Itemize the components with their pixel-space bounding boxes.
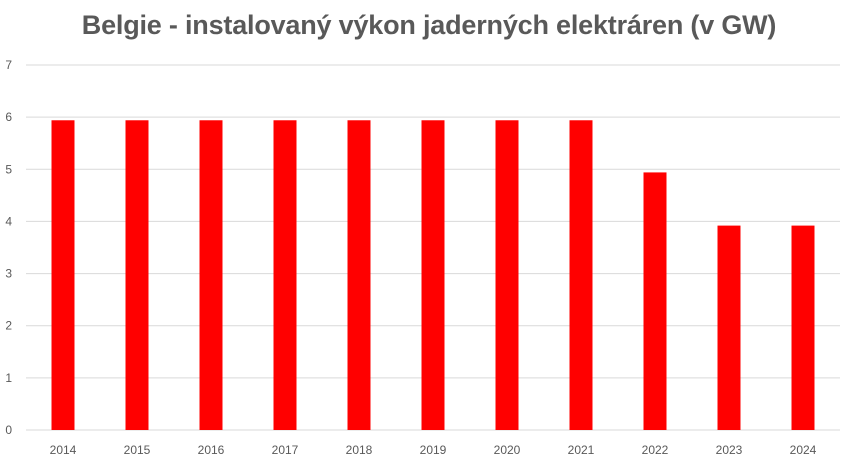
x-tick-label-2020: 2020 (494, 443, 521, 457)
y-tick-label-1: 1 (5, 371, 12, 385)
bars (51, 120, 815, 431)
x-tick-label-2022: 2022 (642, 443, 669, 457)
bar-2019 (421, 120, 445, 431)
chart-title: Belgie - instalovaný výkon jaderných ele… (81, 10, 777, 40)
bar-2014 (51, 120, 75, 431)
bar-2021 (569, 120, 593, 431)
x-axis-tick-labels: 2014 2015 2016 2017 2018 2019 2020 2021 2022 2023… (50, 443, 817, 457)
bar-2024 (791, 225, 815, 430)
y-tick-label-0: 0 (5, 423, 12, 437)
x-tick-label-2018: 2018 (346, 443, 373, 457)
x-tick-label-2014: 2014 (50, 443, 77, 457)
x-tick-label-2017: 2017 (272, 443, 299, 457)
bar-2023 (717, 225, 741, 430)
bar-2015 (125, 120, 149, 431)
bar-2018 (347, 120, 371, 431)
x-tick-label-2023: 2023 (716, 443, 743, 457)
y-axis-tick-labels: 0 1 2 3 4 5 6 7 (5, 58, 12, 437)
y-tick-label-6: 6 (5, 110, 12, 124)
bar-2020 (495, 120, 519, 431)
x-tick-label-2016: 2016 (198, 443, 225, 457)
y-tick-label-4: 4 (5, 214, 12, 228)
y-tick-label-5: 5 (5, 162, 12, 176)
y-tick-label-3: 3 (5, 267, 12, 281)
x-tick-label-2024: 2024 (790, 443, 817, 457)
bar-2016 (199, 120, 223, 431)
y-tick-label-7: 7 (5, 58, 12, 72)
x-tick-label-2019: 2019 (420, 443, 447, 457)
bar-2022 (643, 172, 667, 430)
x-tick-label-2021: 2021 (568, 443, 595, 457)
x-tick-label-2015: 2015 (124, 443, 151, 457)
y-tick-label-2: 2 (5, 319, 12, 333)
bar-2017 (273, 120, 297, 431)
